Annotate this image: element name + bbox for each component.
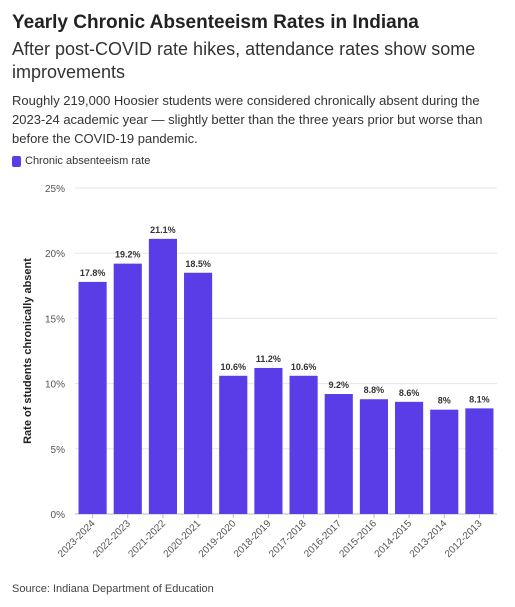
chart-subtitle: After post-COVID rate hikes, attendance … <box>12 39 476 82</box>
bar <box>324 394 353 514</box>
y-tick-label: 0% <box>51 510 66 521</box>
bar <box>395 401 424 514</box>
legend-swatch <box>12 155 21 167</box>
bar <box>219 375 248 514</box>
chart-legend: Chronic absenteeism rate <box>12 155 150 167</box>
y-tick-label: 5% <box>51 445 66 456</box>
bar <box>78 281 107 514</box>
y-tick-label: 15% <box>45 314 65 325</box>
data-label: 17.8% <box>80 268 106 278</box>
data-label: 10.6% <box>291 362 317 372</box>
data-label: 8.6% <box>399 388 420 398</box>
y-tick-label: 20% <box>45 249 65 260</box>
legend-label: Chronic absenteeism rate <box>25 155 151 167</box>
bar <box>359 399 388 514</box>
y-tick-label: 10% <box>45 380 65 391</box>
x-tick-label: 2012-2013 <box>443 518 485 560</box>
bar <box>430 409 459 514</box>
bar <box>289 375 318 514</box>
data-label: 18.5% <box>185 259 211 269</box>
bar <box>184 272 213 514</box>
data-label: 21.1% <box>150 225 176 235</box>
source-note: Source: Indiana Department of Education <box>12 583 214 595</box>
bar <box>148 238 177 514</box>
data-label: 19.2% <box>115 250 141 260</box>
data-label: 8.1% <box>469 394 490 404</box>
chart-title: Yearly Chronic Absenteeism Rates in Indi… <box>12 12 419 33</box>
data-label: 9.2% <box>328 380 349 390</box>
bar <box>254 367 283 514</box>
data-label: 8.8% <box>364 385 385 395</box>
data-label: 8% <box>438 396 451 406</box>
chart-description: Roughly 219,000 Hoosier students were co… <box>12 93 483 146</box>
bar <box>113 263 142 514</box>
bar <box>465 408 494 514</box>
y-axis-title: Rate of students chronically absent <box>22 258 34 444</box>
y-tick-label: 25% <box>45 184 65 195</box>
data-label: 11.2% <box>256 354 281 364</box>
data-label: 10.6% <box>220 362 246 372</box>
